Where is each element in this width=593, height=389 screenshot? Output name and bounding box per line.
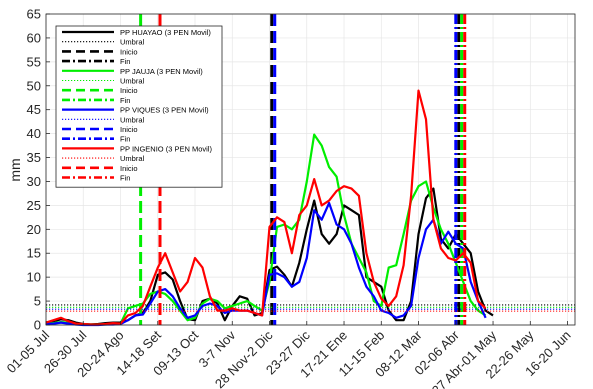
y-tick-label: 0 [34, 318, 41, 333]
legend-label-0: PP HUAYAO (3 PEN Movil) [120, 28, 211, 37]
legend-label-4: PP JAUJA (3 PEN Movil) [120, 67, 203, 76]
legend-label-15: Fin [120, 174, 130, 183]
legend-label-2: Inicio [120, 47, 138, 56]
legend-label-8: PP VIQUES (3 PEN Movil) [120, 106, 209, 115]
legend-label-12: PP INGENIO (3 PEN Movil) [120, 144, 212, 153]
legend-box [55, 25, 223, 188]
y-tick-label: 25 [27, 198, 41, 213]
legend-label-6: Inicio [120, 86, 138, 95]
y-axis-label: mm [7, 158, 23, 181]
y-tick-label: 5 [34, 294, 41, 309]
legend-label-14: Inicio [120, 164, 138, 173]
y-tick-label: 30 [27, 174, 41, 189]
y-tick-label: 60 [27, 30, 41, 45]
legend-label-3: Fin [120, 57, 130, 66]
legend-label-9: Umbral [120, 115, 145, 124]
legend-label-13: Umbral [120, 154, 145, 163]
plot-area [45, 14, 575, 327]
legend-label-11: Fin [120, 135, 130, 144]
legend-label-10: Inicio [120, 125, 138, 134]
y-tick-label: 40 [27, 126, 41, 141]
y-tick-label: 65 [27, 7, 41, 22]
y-tick-label: 50 [27, 78, 41, 93]
legend: PP HUAYAO (3 PEN Movil)UmbralInicioFinPP… [55, 25, 223, 188]
legend-label-7: Fin [120, 96, 130, 105]
y-tick-label: 35 [27, 150, 41, 165]
plot-frame [45, 13, 576, 326]
legend-label-1: Umbral [120, 38, 145, 47]
y-tick-label: 15 [27, 246, 41, 261]
legend-label-5: Umbral [120, 77, 145, 86]
y-tick-label: 20 [27, 222, 41, 237]
y-tick-label: 55 [27, 54, 41, 69]
y-tick-label: 45 [27, 102, 41, 117]
y-tick-label: 10 [27, 270, 41, 285]
series-line-12 [45, 89, 487, 326]
